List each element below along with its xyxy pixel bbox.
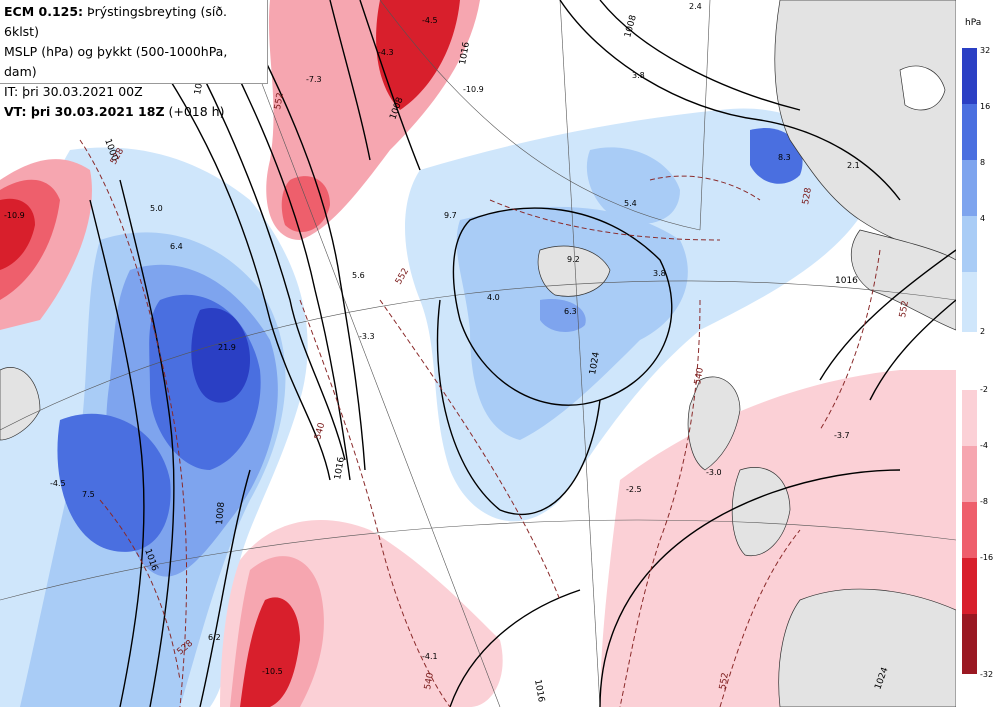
thickness-label: 552 (394, 267, 411, 287)
legend-tick: -8 (980, 497, 988, 506)
legend-unit: hPa (965, 18, 982, 28)
value-label: 8.3 (778, 153, 791, 162)
isobar-label: 1016 (835, 276, 858, 286)
value-label: 9.7 (444, 211, 457, 220)
thickness-label: 552 (273, 92, 286, 111)
legend-swatch (962, 446, 977, 502)
value-label: -4.3 (378, 48, 394, 57)
value-label: -7.3 (306, 75, 322, 84)
value-label: 5.0 (150, 204, 163, 213)
value-label: -10.5 (262, 667, 283, 676)
thickness-label: 552 (898, 300, 911, 319)
graticule (0, 0, 956, 707)
legend-tick: -2 (980, 385, 988, 394)
value-label: 6.2 (208, 633, 221, 642)
value-label: 2.1 (847, 161, 860, 170)
legend-swatch (962, 48, 977, 104)
map-title-box: ECM 0.125: Þrýstingsbreyting (síð. 6klst… (0, 0, 268, 119)
legend-tick: 8 (980, 158, 986, 167)
thickness-label: 552 (718, 672, 731, 691)
isobar-label: 1016 (532, 679, 546, 704)
legend-swatch (962, 390, 977, 446)
isobar-label: 1016 (333, 456, 347, 481)
pressure-rise-area-west (0, 147, 308, 707)
thickness-label: 540 (313, 421, 327, 440)
value-label: 4.0 (487, 293, 500, 302)
legend-swatch (962, 104, 977, 160)
thickness-label: 540 (693, 367, 706, 386)
title-line-3: IT: þri 30.03.2021 00Z (4, 84, 143, 99)
title-line-4: VT: þri 30.03.2021 18Z (+018 h) (4, 102, 263, 122)
legend-tick: 16 (980, 102, 991, 111)
thickness-label: 528 (801, 187, 814, 206)
legend-tick: 2 (980, 327, 986, 336)
valid-time: VT: þri 30.03.2021 18Z (4, 104, 165, 119)
value-label: -2.5 (626, 485, 642, 494)
legend-swatch (962, 558, 977, 614)
legend-swatch (962, 216, 977, 272)
value-label: 5.6 (352, 271, 365, 280)
map-canvas: -10.9 -7.3 -4.3 -4.5 5.0 6.4 21.9 -4.5 7… (0, 0, 956, 707)
isobar-label: 1008 (215, 501, 227, 525)
value-label: 6.4 (170, 242, 183, 251)
value-label: 7.5 (82, 490, 95, 499)
value-label: -3.0 (706, 468, 722, 477)
legend-tick: -4 (980, 441, 988, 450)
value-label: -10.9 (463, 85, 484, 94)
color-legend: hPa 32 16 8 4 2 -2 -4 -8 -16 -32 (956, 0, 1000, 707)
legend-tick: -32 (980, 670, 994, 679)
legend-tick: 4 (980, 214, 986, 223)
forecast-hour: (+018 h) (164, 104, 225, 119)
isobar-label: 1024 (588, 351, 602, 376)
pressure-change-labels: -10.9 -7.3 -4.3 -4.5 5.0 6.4 21.9 -4.5 7… (4, 2, 860, 676)
value-label: -4.5 (50, 479, 66, 488)
value-label: -3.3 (359, 332, 375, 341)
title-line-1: ECM 0.125: Þrýstingsbreyting (síð. 6klst… (4, 2, 263, 42)
legend-tick: -16 (980, 553, 994, 562)
legend-swatch (962, 614, 977, 674)
value-label: 5.4 (624, 199, 637, 208)
value-label: 3.8 (653, 269, 666, 278)
title-line-2: MSLP (hPa) og þykkt (500-1000hPa, dam) (4, 44, 228, 79)
value-label: 9.2 (567, 255, 580, 264)
value-label: 6.3 (564, 307, 577, 316)
isobar-label: 1016 (458, 41, 472, 66)
value-label: -3.7 (834, 431, 850, 440)
field-description: Þrýstingsbreyting (síð. 6klst) (4, 4, 227, 39)
pressure-fall-areas (0, 0, 956, 707)
legend-swatch (962, 160, 977, 216)
value-label: -10.9 (4, 211, 25, 220)
thickness-label: 540 (423, 672, 436, 691)
legend-swatch (962, 272, 977, 332)
model-name: ECM 0.125: (4, 4, 84, 19)
value-label: 3.8 (632, 71, 645, 80)
legend-tick: 32 (980, 46, 991, 55)
value-label: -4.5 (422, 16, 438, 25)
value-label: 21.9 (218, 343, 236, 352)
value-label: -4.1 (422, 652, 438, 661)
weather-map[interactable]: -10.9 -7.3 -4.3 -4.5 5.0 6.4 21.9 -4.5 7… (0, 0, 956, 707)
value-label: 2.4 (689, 2, 702, 11)
legend-swatch (962, 502, 977, 558)
thickness-lines (79, 139, 881, 707)
land-masses (0, 0, 956, 707)
